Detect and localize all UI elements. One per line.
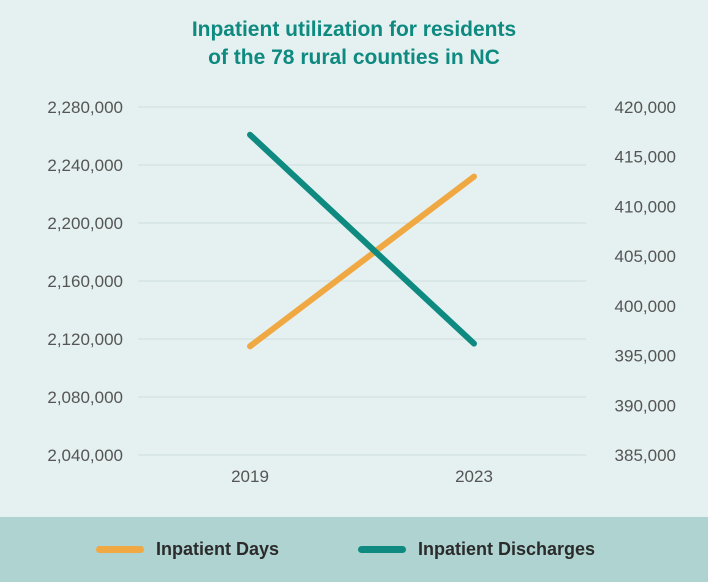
right-axis-tick-label: 420,000 [615,98,676,117]
right-axis-tick-label: 400,000 [615,297,676,316]
x-axis: 2019 2023 [231,467,493,486]
left-axis-tick-label: 2,200,000 [47,214,123,233]
right-axis-tick-label: 415,000 [615,148,676,167]
series-lines [247,131,477,350]
legend: Inpatient Days Inpatient Discharges [0,517,708,582]
legend-swatch-inpatient-discharges [358,546,406,553]
chart-title-line-1: Inpatient utilization for residents [191,18,517,41]
chart-title: Inpatient utilization for residents of t… [0,16,708,72]
series-line-inpatient-days [247,173,477,350]
legend-label-inpatient-discharges: Inpatient Discharges [418,539,596,559]
left-axis-tick-label: 2,280,000 [47,98,123,117]
left-axis-tick-label: 2,160,000 [47,272,123,291]
left-axis-tick-label: 2,240,000 [47,156,123,175]
right-axis-tick-label: 390,000 [615,396,676,415]
line-chart: 2,040,000 2,080,000 2,120,000 2,160,000 2,20… [47,98,676,486]
left-axis-tick-label: 2,120,000 [47,330,123,349]
right-axis-tick-label: 395,000 [615,347,676,366]
left-axis-tick-label: 2,080,000 [47,388,123,407]
right-axis-tick-label: 410,000 [615,197,676,216]
x-axis-tick-label: 2023 [455,467,493,486]
left-axis-tick-label: 2,040,000 [47,446,123,465]
x-axis-tick-label: 2019 [231,467,269,486]
right-axis: 385,000 390,000 395,000 400,000 405,000 410,0… [615,98,676,465]
right-axis-tick-label: 385,000 [615,446,676,465]
legend-item-inpatient-days: Inpatient Days [96,539,279,560]
chart-title-line-2: of the 78 rural counties in NC [208,46,500,69]
gridlines [138,106,586,456]
right-axis-tick-label: 405,000 [615,247,676,266]
series-line-inpatient-discharges [247,131,477,347]
legend-swatch-inpatient-days [96,546,144,553]
legend-label-inpatient-days: Inpatient Days [156,539,280,559]
left-axis: 2,040,000 2,080,000 2,120,000 2,160,000 2,20… [47,98,123,465]
legend-item-inpatient-discharges: Inpatient Discharges [358,539,595,560]
